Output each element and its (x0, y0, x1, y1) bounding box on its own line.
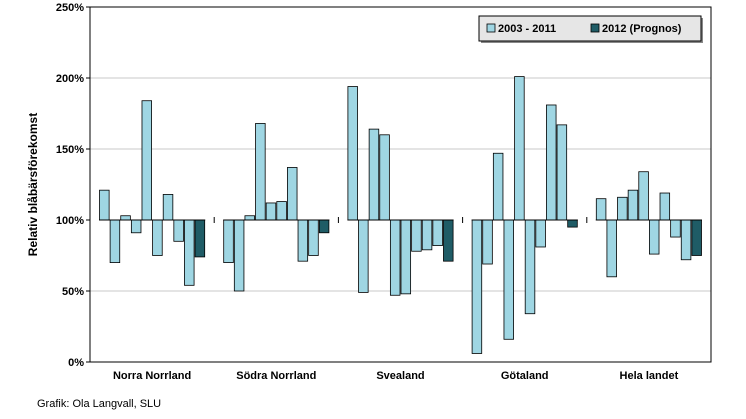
bar-history (627, 189, 639, 221)
bar-forecast (194, 219, 206, 258)
x-category-label: Svealand (376, 370, 424, 382)
y-tick-label: 200% (56, 73, 84, 85)
x-category-label: Södra Norrland (236, 370, 316, 382)
bar-history (606, 219, 617, 278)
bar-history (244, 215, 255, 221)
bar-history (347, 86, 358, 221)
y-tick-label: 50% (62, 286, 84, 298)
bar-history (287, 167, 298, 221)
bar-history (255, 123, 266, 221)
bar-history (432, 219, 443, 246)
bar-history (680, 219, 692, 261)
bar-history (617, 196, 628, 221)
bar-history (492, 152, 504, 221)
bar-history (130, 219, 142, 234)
legend-box (478, 15, 702, 42)
bar-history (389, 219, 401, 296)
legend: 2003 - 2011 2012 (Prognos) (478, 15, 703, 43)
bar-history (120, 215, 131, 221)
legend-swatch (590, 23, 600, 33)
bar-history (173, 219, 184, 242)
bar-history (297, 219, 309, 262)
x-category-label: Norra Norrland (113, 370, 191, 382)
bar-history (659, 192, 671, 221)
bar-history (162, 194, 174, 221)
plot-frame (89, 6, 712, 363)
bar-forecast (443, 219, 454, 262)
bar-history (503, 219, 514, 340)
x-axis-labels: Norra Norrland Södra Norrland Svealand Göta… (113, 370, 679, 382)
bar-history (379, 134, 390, 221)
bar-history (471, 219, 483, 354)
bar-history (421, 219, 433, 251)
bar-history (152, 219, 163, 256)
legend-label: 2012 (Prognos) (602, 23, 682, 35)
y-axis: 0% 50% 100% 150% 200% 250% (56, 2, 90, 369)
bar-history (368, 128, 380, 221)
bar-history (276, 201, 287, 221)
y-tick-label: 0% (68, 357, 84, 369)
bar-history (233, 219, 245, 292)
bar-history (638, 171, 649, 221)
bar-history (482, 219, 493, 265)
bar-history (524, 219, 536, 315)
bar-history (358, 219, 369, 293)
bar-history (99, 189, 110, 221)
bars (99, 76, 702, 354)
y-tick-label: 150% (56, 144, 84, 156)
bar-history (223, 219, 234, 263)
bar-forecast (318, 219, 330, 234)
bar-history (670, 219, 681, 238)
y-tick-label: 250% (56, 2, 84, 14)
bar-history (411, 219, 422, 252)
y-tick-label: 100% (56, 215, 84, 227)
x-category-label: Götaland (501, 370, 549, 382)
bar-forecast (567, 219, 578, 228)
legend-label: 2003 - 2011 (498, 23, 556, 35)
bar-history (400, 219, 412, 295)
credit-text: Grafik: Ola Langvall, SLU (37, 398, 162, 410)
bar-history (514, 76, 525, 221)
bar-history (535, 219, 546, 248)
bar-history (109, 219, 121, 263)
y-axis-title: Relativ blåbärsförekomst (26, 113, 40, 256)
bar-history (141, 100, 152, 221)
gridlines (90, 77, 711, 292)
bar-history (595, 198, 607, 221)
bar-history (556, 124, 568, 221)
x-category-label: Hela landet (620, 370, 679, 382)
bar-history (649, 219, 660, 255)
bar-history (546, 104, 557, 221)
bar-forecast (691, 219, 702, 256)
bar-history (308, 219, 319, 256)
legend-swatch (486, 23, 496, 33)
bar-history (184, 219, 195, 286)
bar-history (265, 202, 277, 221)
